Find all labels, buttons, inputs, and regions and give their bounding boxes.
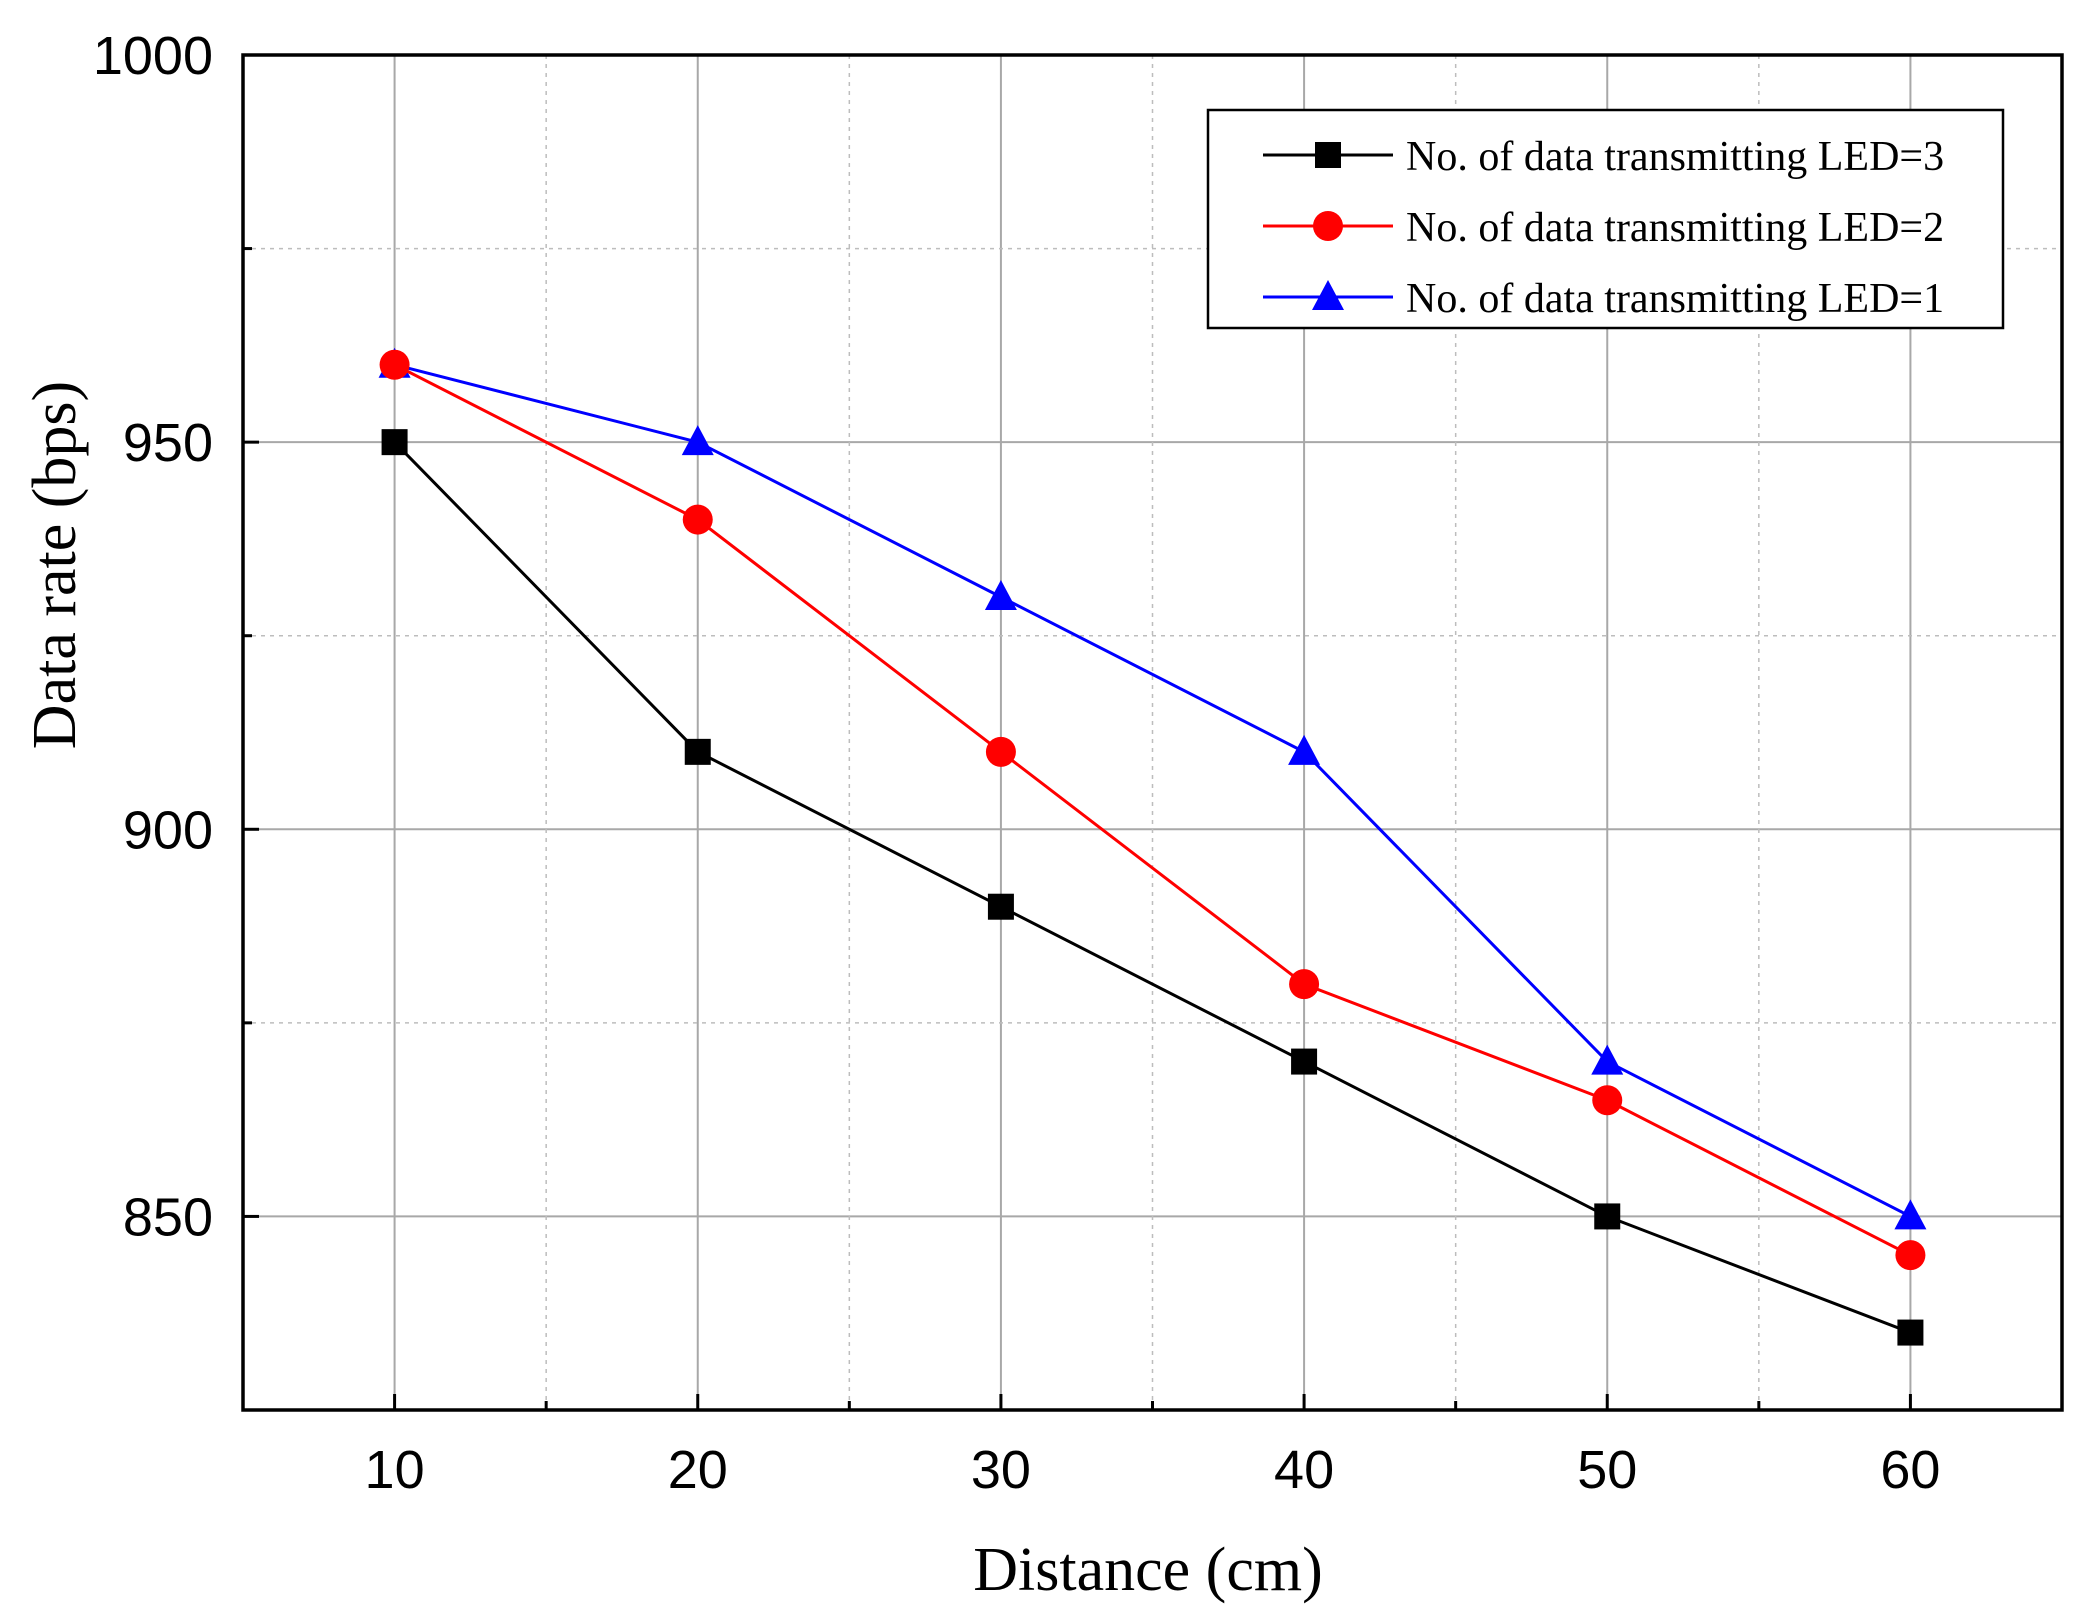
legend-marker-3 [1312,280,1344,310]
series-2-point-30 [985,736,1016,767]
y-tick-label-900: 900 [123,800,213,860]
series-1-point-50 [1594,1203,1621,1230]
legend-label-1: No. of data transmitting LED=3 [1406,134,1944,180]
series-2-point-60 [1895,1240,1926,1271]
series-2-point-50 [1592,1085,1623,1116]
x-tick-label-30: 30 [971,1440,1031,1500]
series-line-3 [394,363,1912,1218]
series-3-point-20 [681,425,714,456]
series-1-point-20 [684,738,711,765]
legend-label-3: No. of data transmitting LED=1 [1406,276,1944,322]
y-axis-title: Data rate (bps) [21,381,89,749]
y-tick-label-950: 950 [123,413,213,473]
series-2-point-10 [379,349,410,380]
y-tick-label-1000: 1000 [93,26,213,86]
series-layer [378,347,1927,1346]
series-1-point-30 [987,893,1014,920]
x-axis-title: Distance (cm) [973,1536,1322,1604]
x-tick-label-10: 10 [365,1440,425,1500]
axes-layer: 10 20 30 40 50 60 850 900 950 1000 [93,26,2064,1500]
series-3-point-50 [1591,1044,1624,1075]
series-1-point-10 [381,429,408,456]
series-3-point-60 [1894,1199,1927,1230]
x-tick-label-20: 20 [668,1440,728,1500]
legend: No. of data transmitting LED=3 No. of dat… [1206,108,2005,330]
legend-marker-1 [1315,142,1341,168]
series-line-2 [393,363,1912,1257]
series-2-point-40 [1289,969,1320,1000]
legend-label-2: No. of data transmitting LED=2 [1406,205,1944,251]
series-1-point-60 [1897,1319,1924,1346]
series-2-point-20 [682,504,713,535]
series-1-point-40 [1291,1048,1318,1075]
series-line-1 [393,441,1911,1334]
series-3-point-30 [984,580,1017,610]
y-tick-label-850: 850 [123,1187,213,1247]
series-3-point-40 [1288,734,1321,765]
x-tick-label-50: 50 [1577,1440,1637,1500]
legend-marker-2 [1313,211,1343,241]
x-tick-label-60: 60 [1880,1440,1940,1500]
x-tick-label-40: 40 [1274,1440,1334,1500]
